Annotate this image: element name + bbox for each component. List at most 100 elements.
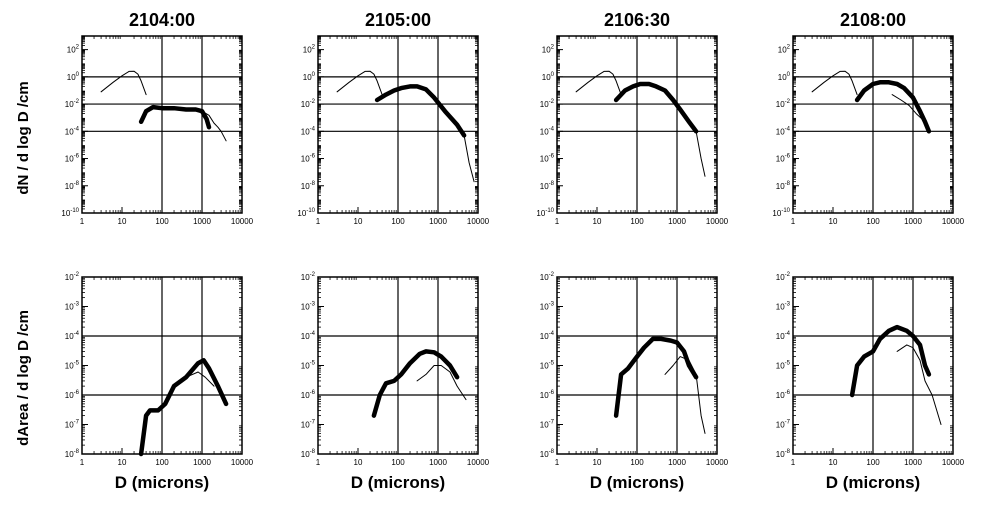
y-tick-label: 10-7 xyxy=(65,420,80,430)
panel-dN-3: 1 10 100 1000 10000 10-10 10-8 10-6 10-4 10-2 100 1… xyxy=(536,10,728,226)
y-tick-label: 100 xyxy=(303,72,316,82)
x-tick-label: 100 xyxy=(866,458,880,467)
y-tick-label: 100 xyxy=(542,72,555,82)
y-tick-label: 10-5 xyxy=(301,361,316,371)
y-tick-label: 100 xyxy=(67,72,80,82)
x-tick-label: 10 xyxy=(118,217,127,226)
data-series-thick-2 xyxy=(613,81,699,134)
x-tick-label: 1000 xyxy=(904,217,922,226)
panel-title: 2104:00 xyxy=(129,10,195,30)
x-tick-label: 10 xyxy=(354,217,363,226)
data-series-thin-1 xyxy=(336,70,383,96)
y-tick-label: 10-2 xyxy=(776,272,791,282)
x-tick-label: 10 xyxy=(593,458,602,467)
data-series-thick-1 xyxy=(613,336,699,418)
x-tick-label: 10000 xyxy=(231,458,254,467)
data-series-thin-3 xyxy=(891,94,926,123)
x-tick-label: 1000 xyxy=(193,458,211,467)
y-tick-label: 102 xyxy=(778,45,791,55)
y-tick-label: 10-8 xyxy=(540,181,555,191)
x-tick-label: 100 xyxy=(866,217,880,226)
data-series-thin-3 xyxy=(201,110,227,142)
y-tick-label: 10-5 xyxy=(65,361,80,371)
y-tick-label: 10-6 xyxy=(301,390,316,400)
plot-frame xyxy=(556,35,718,214)
x-tick-label: 1 xyxy=(555,458,560,467)
y-tick-label: 10-6 xyxy=(540,154,555,164)
y-tick-label: 10-4 xyxy=(776,331,791,341)
y-tick-label: 10-2 xyxy=(540,272,555,282)
plot-frame xyxy=(317,35,479,214)
y-tick-label: 10-10 xyxy=(536,208,554,218)
y-tick-label: 10-10 xyxy=(772,208,790,218)
plot-frame xyxy=(81,276,243,455)
panel-dN-1: 1 10 100 1000 10000 10-10 10-8 10-6 10-4 10-2 100 1… xyxy=(61,10,253,226)
y-tick-label: 10-7 xyxy=(776,420,791,430)
panel-dArea-3: 1 10 100 1000 10000 10-8 10-7 10-6 10-5 10-4 10-3 1… xyxy=(540,272,729,492)
y-tick-label: 102 xyxy=(542,45,555,55)
plot-frame xyxy=(556,276,718,455)
panel-dArea-2: 1 10 100 1000 10000 10-8 10-7 10-6 10-5 10-4 10-3 1… xyxy=(301,272,490,492)
x-tick-label: 10000 xyxy=(942,458,965,467)
y-tick-label: 10-8 xyxy=(301,181,316,191)
y-tick-label: 10-7 xyxy=(540,420,555,430)
x-tick-label: 1 xyxy=(791,458,796,467)
x-tick-label: 100 xyxy=(630,458,644,467)
x-tick-label: 1 xyxy=(791,217,796,226)
x-tick-label: 10000 xyxy=(467,217,490,226)
x-tick-label: 1 xyxy=(555,217,560,226)
y-tick-label: 10-10 xyxy=(61,208,79,218)
x-tick-label: 1000 xyxy=(193,217,211,226)
y-tick-label: 100 xyxy=(778,72,791,82)
panel-dArea-4: 1 10 100 1000 10000 10-8 10-7 10-6 10-5 10-4 10-3 1… xyxy=(776,272,965,492)
plot-frame xyxy=(317,276,479,455)
y-tick-label: 10-6 xyxy=(776,390,791,400)
y-tick-label: 10-4 xyxy=(301,331,316,341)
x-tick-label: 1000 xyxy=(668,217,686,226)
data-series-thin-3 xyxy=(695,130,706,177)
plot-frame xyxy=(792,35,954,214)
data-series-thin-2 xyxy=(664,356,706,434)
x-tick-label: 100 xyxy=(630,217,644,226)
y-tick-label: 10-3 xyxy=(301,302,316,312)
row-ylabel-top: dN / d log D /cm xyxy=(15,81,32,194)
x-tick-label: 10000 xyxy=(942,217,965,226)
x-tick-label: 10000 xyxy=(706,217,729,226)
row-ylabel-bottom: dArea / d log D /cm xyxy=(15,310,32,446)
x-tick-label: 1 xyxy=(316,217,321,226)
y-tick-label: 102 xyxy=(67,45,80,55)
y-tick-label: 10-2 xyxy=(301,99,316,109)
x-tick-label: 1 xyxy=(80,217,85,226)
y-tick-label: 10-2 xyxy=(301,272,316,282)
y-tick-label: 10-6 xyxy=(776,154,791,164)
y-tick-label: 10-8 xyxy=(65,181,80,191)
y-tick-label: 10-8 xyxy=(776,181,791,191)
y-tick-label: 10-6 xyxy=(65,390,80,400)
panel-title: 2106:30 xyxy=(604,10,670,30)
panel-grid: 1 10 100 1000 10000 10-10 10-8 10-6 10-4 10-2 100 1… xyxy=(61,10,964,492)
x-tick-label: 1 xyxy=(316,458,321,467)
y-tick-label: 10-4 xyxy=(776,126,791,136)
data-series-thick-2 xyxy=(374,84,467,138)
panel-dN-2: 1 10 100 1000 10000 10-10 10-8 10-6 10-4 10-2 100 1… xyxy=(297,10,489,226)
x-tick-label: 100 xyxy=(391,217,405,226)
y-tick-label: 10-6 xyxy=(65,154,80,164)
data-series-thin-2 xyxy=(896,344,942,425)
x-tick-label: 1 xyxy=(80,458,85,467)
y-tick-label: 10-3 xyxy=(776,302,791,312)
panel-title: 2105:00 xyxy=(365,10,431,30)
x-tick-label: 1000 xyxy=(668,458,686,467)
x-tick-label: 10 xyxy=(354,458,363,467)
data-series-thick-2 xyxy=(138,104,212,130)
y-tick-label: 10-8 xyxy=(65,449,80,459)
x-tick-label: 1000 xyxy=(429,217,447,226)
y-tick-label: 10-4 xyxy=(301,126,316,136)
data-series-thin-1 xyxy=(575,70,622,96)
y-tick-label: 10-8 xyxy=(301,449,316,459)
y-tick-label: 10-3 xyxy=(65,302,80,312)
panel-title: 2108:00 xyxy=(840,10,906,30)
x-tick-label: 10000 xyxy=(467,458,490,467)
y-tick-label: 10-4 xyxy=(540,126,555,136)
x-tick-label: 1000 xyxy=(904,458,922,467)
